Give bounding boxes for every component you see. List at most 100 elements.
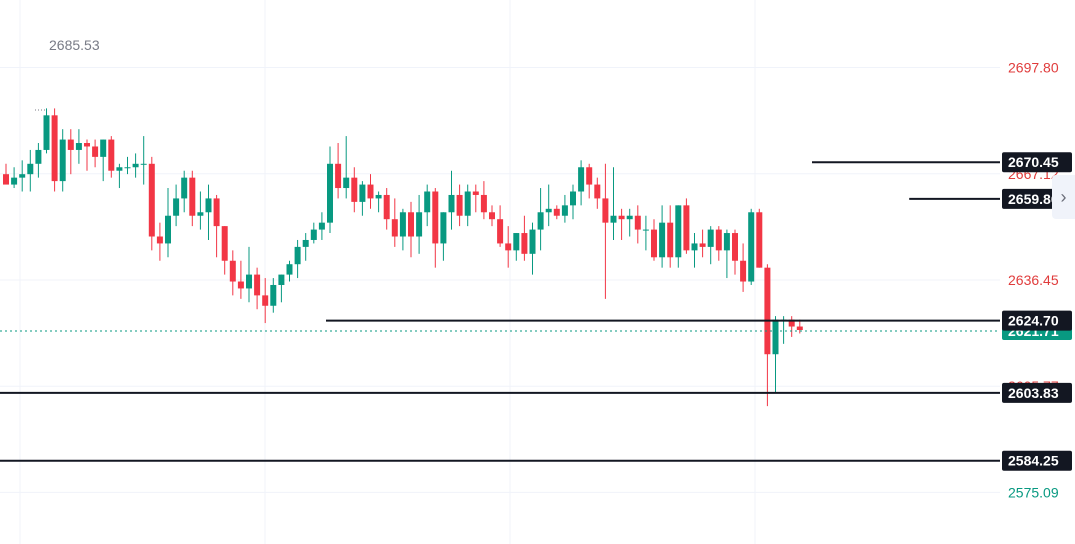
- candle-body: [67, 139, 74, 150]
- candle-body: [246, 274, 252, 289]
- level-price-tag-text: 2624.70: [1008, 313, 1059, 329]
- candle-body: [19, 174, 26, 178]
- candle-body: [84, 143, 90, 147]
- candle-body: [659, 222, 666, 258]
- candle-body: [675, 205, 682, 258]
- candle-body: [472, 191, 479, 195]
- candle-body: [642, 229, 649, 231]
- candle-body: [27, 163, 34, 175]
- candle-body: [772, 319, 779, 355]
- candle-body: [764, 267, 771, 355]
- candle-body: [229, 260, 236, 282]
- candle-body: [237, 281, 244, 289]
- candle-body: [513, 233, 520, 251]
- candle-body: [100, 139, 107, 157]
- candle-body: [505, 243, 512, 251]
- candle-body: [351, 177, 358, 202]
- level-price-tag: [1002, 152, 1072, 173]
- candle-body: [197, 212, 204, 216]
- candle-body: [278, 274, 285, 285]
- candle-body: [165, 215, 171, 244]
- candle-body: [254, 274, 261, 296]
- candle-body: [35, 149, 42, 164]
- level-price-tag-text: 2659.86: [1008, 191, 1059, 207]
- candle-body: [626, 215, 633, 220]
- candle-body: [651, 229, 657, 258]
- level-price-tag: [1002, 310, 1072, 331]
- candle-body: [205, 198, 212, 213]
- candle-body: [448, 194, 455, 213]
- high-marker-label: 2685.53: [49, 37, 100, 53]
- candle-body: [262, 295, 269, 306]
- candle-body: [11, 177, 18, 185]
- candle-body: [92, 146, 99, 157]
- candle-body: [756, 212, 763, 268]
- candle-body: [416, 212, 423, 237]
- candle-body: [723, 233, 730, 251]
- candle-body: [602, 198, 609, 223]
- candle-body: [189, 177, 196, 216]
- level-price-tag: [1002, 382, 1072, 403]
- price-scale-label: 2636.45: [1008, 272, 1059, 288]
- candle-body: [359, 184, 366, 202]
- candle-body: [75, 143, 82, 150]
- candle-body: [286, 264, 293, 275]
- candle-body: [383, 194, 390, 220]
- candles-group: [3, 108, 803, 407]
- level-price-tag-text: 2670.45: [1008, 154, 1059, 170]
- candle-body: [43, 115, 50, 150]
- candle-body: [578, 167, 585, 192]
- candle-body: [699, 243, 706, 247]
- candle-body: [148, 163, 155, 237]
- candle-body: [424, 191, 431, 213]
- candle-body: [108, 139, 115, 171]
- candle-body: [553, 208, 560, 216]
- level-price-tag: [1002, 450, 1072, 471]
- candle-body: [683, 205, 690, 251]
- candle-body: [521, 233, 528, 254]
- candle-body: [375, 194, 382, 199]
- candle-body: [489, 212, 495, 220]
- candle-body: [440, 212, 447, 244]
- candle-body: [570, 191, 576, 206]
- candle-body: [545, 208, 552, 213]
- candle-body: [327, 163, 333, 223]
- candle-body: [221, 226, 228, 261]
- candle-body: [318, 222, 325, 230]
- candle-body: [748, 212, 755, 282]
- candle-body: [335, 163, 342, 189]
- candle-body: [586, 167, 593, 185]
- candle-body: [796, 326, 803, 330]
- candle-body: [537, 212, 544, 230]
- chevron-right-icon: ›: [1060, 187, 1067, 207]
- candle-body: [391, 219, 398, 237]
- candle-body: [213, 198, 220, 227]
- candle-body: [497, 219, 504, 244]
- candle-body: [707, 229, 714, 247]
- candle-body: [408, 212, 414, 237]
- candle-body: [618, 215, 625, 220]
- candle-body: [343, 177, 350, 189]
- candle-body: [456, 194, 463, 216]
- side-toggle-button[interactable]: ›: [1052, 175, 1075, 219]
- level-price-tags: 2621.712670.452659.862624.702603.832584.…: [1002, 152, 1072, 471]
- candle-body: [715, 229, 722, 251]
- chart-grid: [0, 0, 1000, 544]
- candle-body: [561, 205, 568, 216]
- candle-body: [464, 191, 471, 216]
- candle-body: [59, 139, 66, 182]
- candle-body: [529, 229, 536, 254]
- level-price-tag-text: 2603.83: [1008, 385, 1059, 401]
- horizontal-levels[interactable]: [0, 161, 1000, 462]
- candle-body: [294, 246, 301, 265]
- candle-body: [788, 319, 795, 327]
- candle-body: [132, 163, 139, 168]
- candle-body: [140, 163, 147, 165]
- candle-body: [124, 167, 131, 169]
- candle-body: [156, 236, 163, 244]
- candle-body: [691, 243, 698, 251]
- candle-body: [480, 194, 487, 213]
- candle-body: [732, 233, 738, 261]
